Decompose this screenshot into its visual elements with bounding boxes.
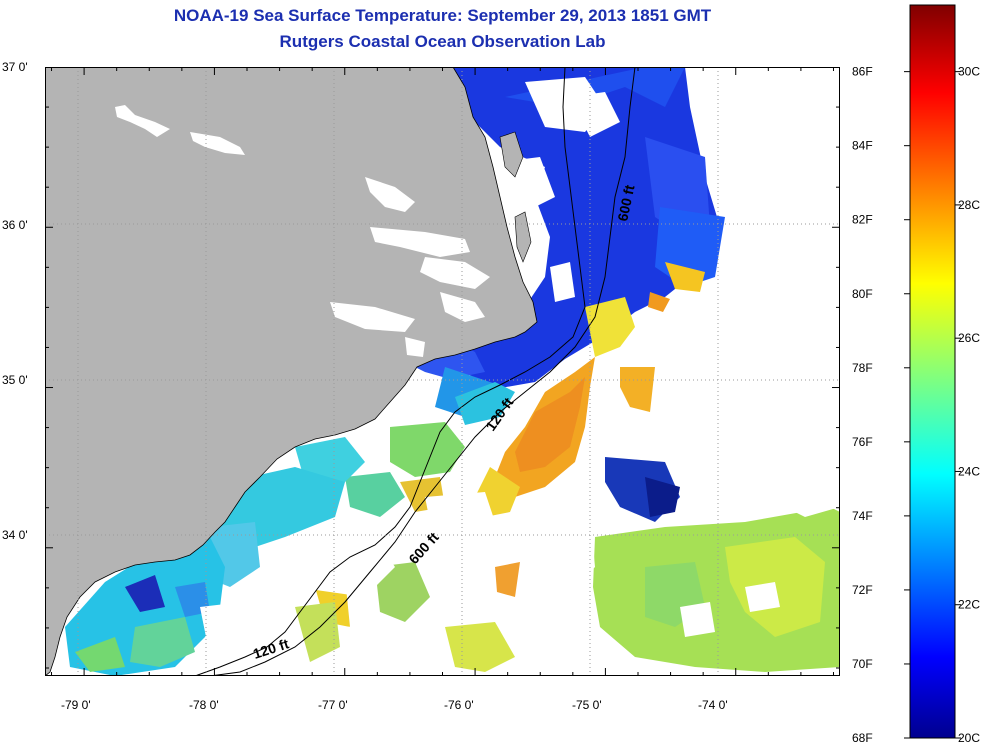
colorbar-c-label: 26C bbox=[958, 331, 980, 345]
colorbar-f-label: 78F bbox=[852, 361, 873, 375]
lon-label-77: -77 0' bbox=[318, 698, 348, 712]
inland-water bbox=[115, 105, 490, 357]
isobath-label-600ft-north: 600 ft bbox=[614, 183, 637, 222]
colorbar-c-label: 20C bbox=[958, 731, 980, 745]
colorbar-f-label: 82F bbox=[852, 213, 873, 227]
sst-patches bbox=[65, 67, 840, 676]
map-title: NOAA-19 Sea Surface Temperature: Septemb… bbox=[173, 6, 712, 25]
isobaths bbox=[194, 67, 636, 676]
lon-label-79: -79 0' bbox=[61, 698, 91, 712]
colorbar-f-label: 80F bbox=[852, 287, 873, 301]
colorbar-f-label: 84F bbox=[852, 139, 873, 153]
lat-label-37: 37 0' bbox=[2, 60, 28, 74]
lon-label-74: -74 0' bbox=[698, 698, 728, 712]
temperature-colorbar: 86F 84F 82F 80F 78F 76F 74F 72F 70F 68F 30C 28C 26C… bbox=[852, 4, 980, 745]
colorbar-f-label: 76F bbox=[852, 435, 873, 449]
colorbar-f-label: 70F bbox=[852, 657, 873, 671]
lon-label-76: -76 0' bbox=[444, 698, 474, 712]
land-mass bbox=[45, 67, 538, 676]
axis-ticks bbox=[45, 67, 840, 676]
colorbar-c-label: 28C bbox=[958, 198, 980, 212]
lon-label-78: -78 0' bbox=[189, 698, 219, 712]
colorbar-f-label: 72F bbox=[852, 583, 873, 597]
colorbar-f-label: 68F bbox=[852, 731, 873, 745]
colorbar-gradient bbox=[909, 4, 956, 739]
map-subtitle: Rutgers Coastal Ocean Observation Lab bbox=[279, 32, 606, 51]
barrier-islands bbox=[499, 131, 532, 263]
lat-label-35: 35 0' bbox=[2, 373, 28, 387]
cloud-blotches bbox=[200, 67, 840, 676]
graticule bbox=[45, 67, 840, 676]
colorbar-c-label: 30C bbox=[958, 65, 980, 79]
colorbar-f-label: 86F bbox=[852, 65, 873, 79]
colorbar-c-label: 24C bbox=[958, 464, 980, 478]
lat-label-36: 36 0' bbox=[2, 218, 28, 232]
colorbar-c-label: 22C bbox=[958, 598, 980, 612]
sst-map[interactable]: 600 ft 120 ft 600 ft 120 ft bbox=[45, 67, 840, 676]
colorbar-f-label: 74F bbox=[852, 509, 873, 523]
lat-label-34: 34 0' bbox=[2, 528, 28, 542]
lon-label-75: -75 0' bbox=[572, 698, 602, 712]
